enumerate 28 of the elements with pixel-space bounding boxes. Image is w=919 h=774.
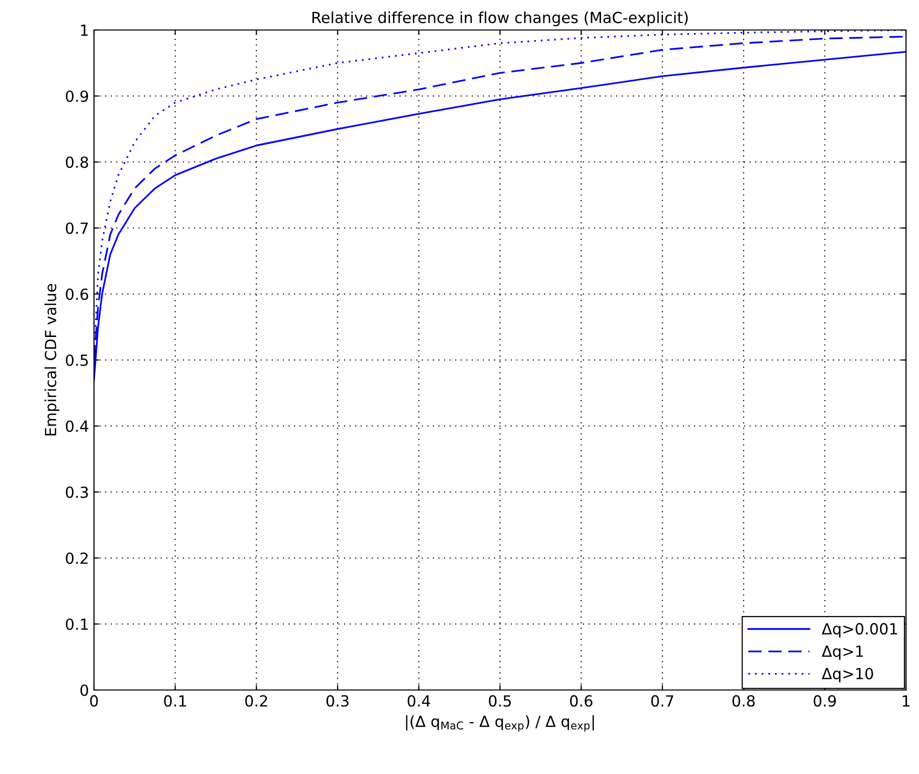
x-tick-label: 0.6 bbox=[570, 695, 592, 707]
y-tick-label: 0.3 bbox=[66, 486, 88, 498]
y-tick-label: 0.8 bbox=[66, 156, 88, 168]
x-tick-label: 0.7 bbox=[651, 695, 674, 707]
x-tick-label: 0.2 bbox=[245, 695, 268, 707]
y-tick-label: 0.6 bbox=[66, 288, 88, 300]
x-tick-label: 1 bbox=[902, 695, 910, 706]
y-tick-label: 0.9 bbox=[66, 90, 88, 102]
x-tick-label: 0 bbox=[90, 695, 98, 707]
y-tick-label: 0.5 bbox=[66, 354, 88, 366]
x-tick-label: 0.9 bbox=[814, 695, 836, 707]
x-tick-label: 0.1 bbox=[164, 695, 186, 707]
x-tick-label: 0.8 bbox=[732, 695, 755, 707]
legend-label: Δq>1 bbox=[822, 646, 863, 660]
legend-label: Δq>10 bbox=[822, 668, 874, 682]
y-tick-label: 0.1 bbox=[66, 618, 88, 630]
chart-title: Relative difference in flow changes (MaC-explicit) bbox=[312, 11, 688, 26]
y-tick-label: 0.2 bbox=[66, 552, 88, 564]
x-axis-title: |(Δ q$_{MaC}$ - Δ q$_{exp}$) / Δ q$_{exp}$| bbox=[406, 715, 594, 732]
x-tick-label: 0.5 bbox=[488, 695, 511, 707]
legend-label: Δq>0.001 bbox=[822, 622, 897, 638]
x-tick-label: 0.3 bbox=[326, 695, 349, 707]
y-tick-label: 0.7 bbox=[66, 222, 88, 234]
y-axis-title: Empirical CDF value bbox=[44, 284, 60, 436]
y-tick-label: 0 bbox=[80, 684, 88, 696]
y-tick-label: 1 bbox=[81, 24, 88, 36]
x-tick-label: 0.4 bbox=[408, 695, 430, 707]
y-tick-label: 0.4 bbox=[66, 420, 88, 432]
